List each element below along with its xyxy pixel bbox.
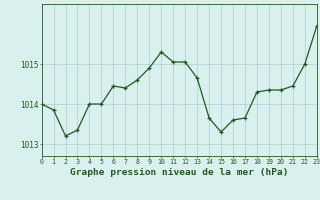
X-axis label: Graphe pression niveau de la mer (hPa): Graphe pression niveau de la mer (hPa)	[70, 168, 288, 177]
